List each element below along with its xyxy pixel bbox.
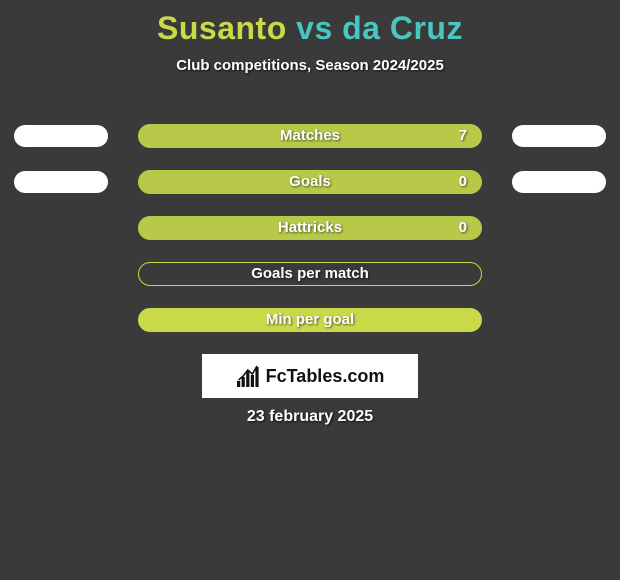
stat-row-goals-per-match: Goals per match: [0, 260, 620, 306]
stats-container: Matches 7 Goals 0 Hattricks 0 Goals per …: [0, 122, 620, 352]
stat-bar: Hattricks 0: [138, 216, 482, 240]
stat-label: Hattricks: [139, 217, 481, 239]
stat-row-goals: Goals 0: [0, 168, 620, 214]
stat-bar: Goals per match: [138, 262, 482, 286]
stat-value: 0: [459, 217, 467, 239]
player1-name: Susanto: [157, 10, 287, 46]
stat-value: 7: [459, 125, 467, 147]
stat-label: Matches: [139, 125, 481, 147]
stat-label: Min per goal: [139, 309, 481, 331]
vs-word: vs: [296, 10, 333, 46]
stat-bar: Min per goal: [138, 308, 482, 332]
stat-bar: Goals 0: [138, 170, 482, 194]
player2-name: da Cruz: [342, 10, 463, 46]
right-pill: [512, 125, 606, 147]
stat-row-hattricks: Hattricks 0: [0, 214, 620, 260]
logo-text: FcTables.com: [266, 366, 385, 387]
stat-row-matches: Matches 7: [0, 122, 620, 168]
comparison-title: Susanto vs da Cruz: [0, 0, 620, 47]
logo: FcTables.com: [202, 354, 418, 398]
logo-bars-icon: [236, 365, 262, 387]
date: 23 february 2025: [0, 408, 620, 426]
stat-label: Goals: [139, 171, 481, 193]
subtitle: Club competitions, Season 2024/2025: [0, 57, 620, 74]
left-pill: [14, 171, 108, 193]
stat-label: Goals per match: [139, 263, 481, 285]
stat-bar: Matches 7: [138, 124, 482, 148]
stat-row-min-per-goal: Min per goal: [0, 306, 620, 352]
right-pill: [512, 171, 606, 193]
stat-value: 0: [459, 171, 467, 193]
left-pill: [14, 125, 108, 147]
